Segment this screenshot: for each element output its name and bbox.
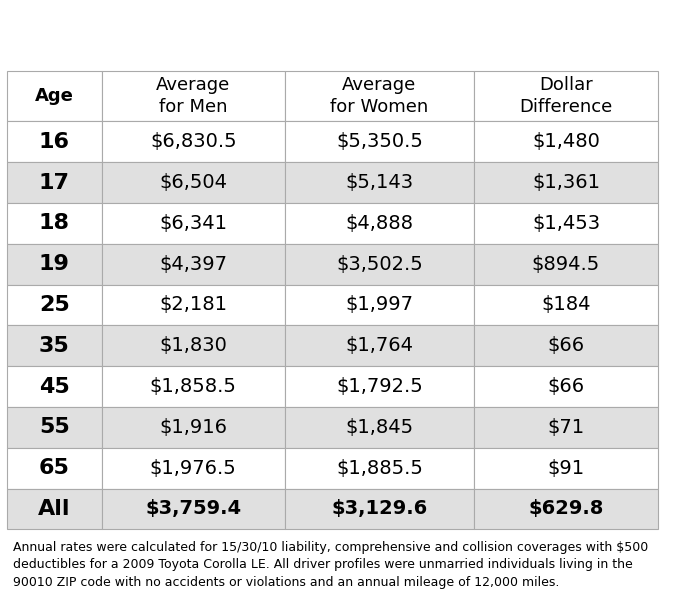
Bar bbox=[285, 489, 474, 529]
Bar bbox=[102, 325, 285, 366]
Bar bbox=[474, 325, 658, 366]
Text: Average
for Women: Average for Women bbox=[330, 76, 428, 117]
Text: Dollar
Difference: Dollar Difference bbox=[519, 76, 612, 117]
Text: $6,830.5: $6,830.5 bbox=[150, 132, 237, 151]
Bar bbox=[285, 366, 474, 407]
Bar bbox=[102, 407, 285, 448]
Text: $1,858.5: $1,858.5 bbox=[150, 377, 237, 396]
Text: $66: $66 bbox=[547, 377, 584, 396]
Text: $1,997: $1,997 bbox=[345, 295, 414, 315]
Text: All: All bbox=[38, 499, 71, 519]
Text: $1,764: $1,764 bbox=[345, 336, 414, 355]
Bar bbox=[285, 203, 474, 244]
Bar bbox=[7, 122, 101, 162]
Bar bbox=[102, 284, 285, 325]
Bar bbox=[285, 71, 474, 122]
Text: $2,181: $2,181 bbox=[159, 295, 228, 315]
Text: 18: 18 bbox=[38, 214, 70, 234]
Text: $3,129.6: $3,129.6 bbox=[331, 500, 428, 518]
Bar bbox=[7, 366, 101, 407]
Bar bbox=[474, 203, 658, 244]
Text: $66: $66 bbox=[547, 336, 584, 355]
Text: $5,350.5: $5,350.5 bbox=[336, 132, 423, 151]
Text: 16: 16 bbox=[38, 132, 70, 152]
Text: 25: 25 bbox=[39, 295, 69, 315]
Text: $1,885.5: $1,885.5 bbox=[336, 459, 423, 478]
Bar bbox=[7, 244, 101, 284]
Bar bbox=[474, 122, 658, 162]
Text: $6,504: $6,504 bbox=[159, 173, 228, 192]
Text: 45: 45 bbox=[39, 376, 69, 396]
Bar bbox=[285, 122, 474, 162]
Text: $894.5: $894.5 bbox=[532, 255, 600, 273]
Text: $1,792.5: $1,792.5 bbox=[336, 377, 423, 396]
Bar bbox=[102, 489, 285, 529]
Text: $1,916: $1,916 bbox=[159, 418, 228, 437]
Bar bbox=[474, 489, 658, 529]
Bar bbox=[7, 203, 101, 244]
Text: $4,888: $4,888 bbox=[345, 214, 414, 233]
Text: $184: $184 bbox=[541, 295, 591, 315]
Bar bbox=[474, 71, 658, 122]
Bar bbox=[7, 284, 101, 325]
Bar bbox=[7, 162, 101, 203]
Text: 65: 65 bbox=[38, 458, 70, 478]
Text: $1,845: $1,845 bbox=[345, 418, 414, 437]
Text: $3,502.5: $3,502.5 bbox=[336, 255, 423, 273]
Text: 55: 55 bbox=[39, 417, 69, 437]
Text: $4,397: $4,397 bbox=[159, 255, 228, 273]
Text: $71: $71 bbox=[547, 418, 584, 437]
Bar bbox=[102, 366, 285, 407]
Text: Average
for Men: Average for Men bbox=[156, 76, 230, 117]
Bar bbox=[285, 284, 474, 325]
Bar bbox=[102, 71, 285, 122]
Bar bbox=[474, 284, 658, 325]
Bar bbox=[474, 407, 658, 448]
Bar bbox=[102, 244, 285, 284]
Text: 35: 35 bbox=[39, 336, 69, 356]
Text: $1,480: $1,480 bbox=[532, 132, 600, 151]
Bar bbox=[474, 448, 658, 489]
Text: $91: $91 bbox=[547, 459, 584, 478]
Bar bbox=[7, 325, 101, 366]
Bar bbox=[7, 489, 101, 529]
Text: 17: 17 bbox=[38, 172, 70, 192]
Text: $1,976.5: $1,976.5 bbox=[150, 459, 237, 478]
Bar bbox=[102, 122, 285, 162]
Bar bbox=[102, 448, 285, 489]
Bar bbox=[285, 244, 474, 284]
Text: Annual rates were calculated for 15/30/10 liability, comprehensive and collision: Annual rates were calculated for 15/30/1… bbox=[13, 541, 648, 589]
Bar bbox=[285, 325, 474, 366]
Text: $5,143: $5,143 bbox=[345, 173, 414, 192]
Text: 19: 19 bbox=[38, 254, 70, 274]
Text: Age: Age bbox=[35, 87, 74, 105]
Text: $1,361: $1,361 bbox=[532, 173, 600, 192]
Bar bbox=[285, 407, 474, 448]
Bar bbox=[7, 71, 101, 122]
Bar bbox=[102, 203, 285, 244]
Text: $6,341: $6,341 bbox=[159, 214, 228, 233]
Text: $1,830: $1,830 bbox=[160, 336, 227, 355]
Text: Average Premiums, by Age and Sex: Average Premiums, by Age and Sex bbox=[15, 19, 685, 52]
Bar bbox=[474, 244, 658, 284]
Bar bbox=[474, 366, 658, 407]
Bar bbox=[285, 162, 474, 203]
Bar bbox=[102, 162, 285, 203]
Bar bbox=[7, 407, 101, 448]
Text: $3,759.4: $3,759.4 bbox=[145, 500, 242, 518]
Text: $629.8: $629.8 bbox=[528, 500, 603, 518]
Bar bbox=[285, 448, 474, 489]
Bar bbox=[474, 162, 658, 203]
Text: $1,453: $1,453 bbox=[532, 214, 600, 233]
Bar bbox=[7, 448, 101, 489]
